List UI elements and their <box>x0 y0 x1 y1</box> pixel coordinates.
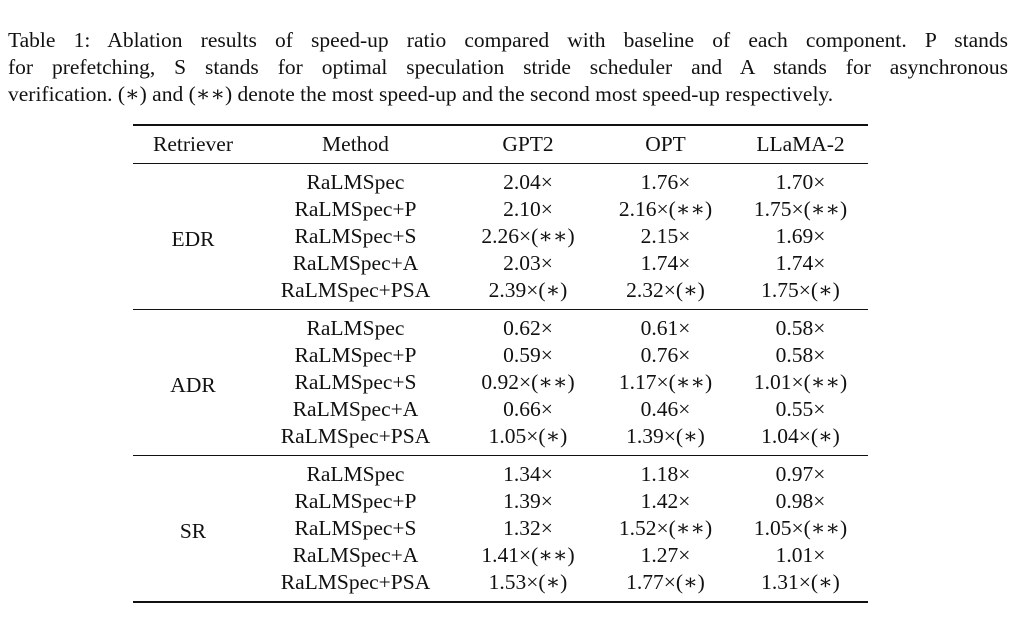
cell-llama2: 1.01×(∗∗) <box>753 370 848 394</box>
cell-opt: 1.17×(∗∗) <box>618 370 713 394</box>
cell-llama2: 1.75×(∗∗) <box>753 197 848 221</box>
table-row: RaLMSpec+P 2.10× 2.16×(∗∗) 1.75×(∗∗) <box>133 196 868 223</box>
cell-opt: 1.76× <box>640 170 691 194</box>
cell-llama2: 1.31×(∗) <box>733 569 868 603</box>
cell-gpt2: 0.66× <box>503 397 553 421</box>
table-row: RaLMSpec+S 2.26×(∗∗) 2.15× 1.69× <box>133 223 868 250</box>
ablation-results-table: Retriever Method GPT2 OPT LLaMA-2 EDR RaL… <box>133 124 868 603</box>
cell-gpt2: 2.26×(∗∗) <box>481 224 575 248</box>
cell-method: RaLMSpec+PSA <box>280 424 431 448</box>
cell-retriever: EDR <box>171 226 215 251</box>
table-row: RaLMSpec+A 2.03× 1.74× 1.74× <box>133 250 868 277</box>
cell-opt: 2.15× <box>640 224 691 248</box>
cell-llama2: 1.75×(∗) <box>761 278 840 302</box>
header-method: Method <box>253 124 458 164</box>
cell-gpt2: 1.53×(∗) <box>458 569 598 603</box>
cell-gpt2: 2.04× <box>503 170 553 194</box>
cell-retriever: SR <box>133 455 253 603</box>
table-row: RaLMSpec+PSA 1.05×(∗) 1.39×(∗) 1.04×(∗) <box>133 423 868 456</box>
table-row: SR RaLMSpec 1.34× 1.18× 0.97× <box>133 455 868 603</box>
cell-method: RaLMSpec+PSA <box>253 569 458 603</box>
header-retriever: Retriever <box>133 124 253 164</box>
header-gpt2: GPT2 <box>458 124 598 164</box>
cell-method: RaLMSpec+A <box>292 397 419 421</box>
cell-gpt2: 1.05×(∗) <box>488 424 568 448</box>
caption-line: for prefetching, S stands for optimal sp… <box>8 55 1008 79</box>
cell-gpt2: 1.41×(∗∗) <box>481 543 575 567</box>
cell-opt: 1.18× <box>598 455 733 488</box>
cell-method: RaLMSpec+A <box>292 251 419 275</box>
cell-gpt2: 2.39×(∗) <box>488 278 568 302</box>
cell-gpt2: 1.34× <box>458 455 598 488</box>
header-opt: OPT <box>598 124 733 164</box>
retriever-group: ADR RaLMSpec 0.62× 0.61× 0.58× RaLMSpec+P 0.59… <box>133 309 868 456</box>
cell-method: RaLMSpec <box>253 309 458 342</box>
table-row: EDR RaLMSpec 2.04× 1.76× 1.70× <box>133 164 868 251</box>
cell-opt: 0.46× <box>640 397 691 421</box>
caption-line: Table 1: Ablation results of speed-up ra… <box>8 28 1008 52</box>
table-row: RaLMSpec+A 1.41×(∗∗) 1.27× 1.01× <box>133 542 868 569</box>
cell-llama2: 0.58× <box>733 309 868 342</box>
cell-method: RaLMSpec+P <box>294 343 417 367</box>
cell-llama2: 1.04×(∗) <box>761 424 840 448</box>
table-caption: Table 1: Ablation results of speed-up ra… <box>8 27 1008 108</box>
cell-gpt2: 0.92×(∗∗) <box>481 370 575 394</box>
cell-gpt2: 1.39× <box>503 489 553 513</box>
cell-llama2: 0.58× <box>775 343 826 367</box>
cell-llama2: 0.97× <box>733 455 868 488</box>
table-row: RaLMSpec+S 1.32× 1.52×(∗∗) 1.05×(∗∗) <box>133 515 868 542</box>
cell-llama2: 1.05×(∗∗) <box>753 516 848 540</box>
cell-method: RaLMSpec+P <box>294 197 417 221</box>
cell-method: RaLMSpec+PSA <box>280 278 431 302</box>
cell-llama2: 0.55× <box>775 397 826 421</box>
table-row: RaLMSpec+P 0.59× 0.76× 0.58× <box>133 342 868 369</box>
cell-opt: 0.61× <box>598 309 733 342</box>
cell-method: RaLMSpec <box>306 170 405 194</box>
cell-llama2: 1.74× <box>775 251 826 275</box>
cell-opt: 1.39×(∗) <box>626 424 705 448</box>
table-row: RaLMSpec+S 0.92×(∗∗) 1.17×(∗∗) 1.01×(∗∗) <box>133 369 868 396</box>
table-row: RaLMSpec+PSA 1.53×(∗) 1.77×(∗) 1.31×(∗) <box>133 569 868 603</box>
table-row: RaLMSpec+A 0.66× 0.46× 0.55× <box>133 396 868 423</box>
cell-method: RaLMSpec+S <box>294 224 417 248</box>
cell-gpt2: 0.62× <box>458 309 598 342</box>
caption-line: verification. (∗) and (∗∗) denote the mo… <box>8 82 834 106</box>
cell-opt: 1.74× <box>640 251 691 275</box>
retriever-group: EDR RaLMSpec 2.04× 1.76× 1.70× RaLMSpec+P 2.10… <box>133 164 868 310</box>
cell-method: RaLMSpec+A <box>292 543 419 567</box>
header-row: Retriever Method GPT2 OPT LLaMA-2 <box>133 124 868 164</box>
cell-llama2: 1.69× <box>775 224 826 248</box>
cell-method: RaLMSpec+S <box>294 370 417 394</box>
cell-gpt2: 2.03× <box>503 251 553 275</box>
cell-llama2: 1.70× <box>775 170 826 194</box>
table-row: RaLMSpec+PSA 2.39×(∗) 2.32×(∗) 1.75×(∗) <box>133 277 868 310</box>
cell-llama2: 0.98× <box>775 489 826 513</box>
table-row: RaLMSpec+P 1.39× 1.42× 0.98× <box>133 488 868 515</box>
cell-opt: 2.16×(∗∗) <box>618 197 713 221</box>
cell-method: RaLMSpec+S <box>294 516 417 540</box>
header-llama2: LLaMA-2 <box>733 124 868 164</box>
cell-gpt2: 2.10× <box>503 197 553 221</box>
table-row: ADR RaLMSpec 0.62× 0.61× 0.58× <box>133 309 868 456</box>
cell-method: RaLMSpec+P <box>294 489 417 513</box>
cell-opt: 1.77×(∗) <box>598 569 733 603</box>
cell-llama2: 1.01× <box>775 543 826 567</box>
cell-gpt2: 1.32× <box>503 516 553 540</box>
cell-opt: 1.42× <box>640 489 691 513</box>
cell-opt: 1.27× <box>640 543 691 567</box>
cell-opt: 0.76× <box>640 343 691 367</box>
cell-opt: 1.52×(∗∗) <box>618 516 713 540</box>
cell-method: RaLMSpec <box>253 455 458 488</box>
retriever-group: SR RaLMSpec 1.34× 1.18× 0.97× RaLMSpec+P 1.39×… <box>133 455 868 603</box>
cell-retriever: ADR <box>133 309 253 456</box>
cell-opt: 2.32×(∗) <box>626 278 705 302</box>
cell-gpt2: 0.59× <box>503 343 553 367</box>
